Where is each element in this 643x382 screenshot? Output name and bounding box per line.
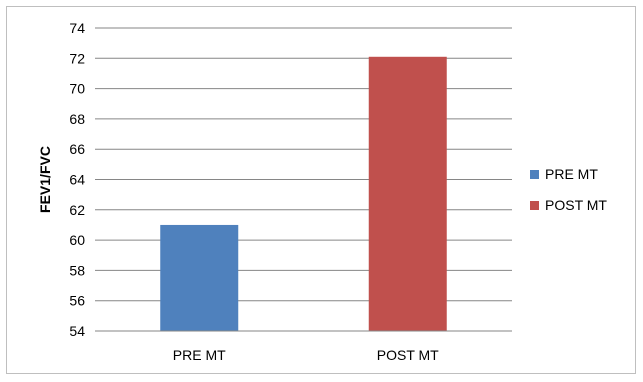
chart-frame [6,6,636,374]
y-tick-label: 64 [69,172,85,188]
y-tick-label: 72 [69,50,85,66]
y-tick-label: 68 [69,111,85,127]
y-tick-label: 74 [69,20,85,36]
gridlines [95,27,512,332]
y-tick-label: 56 [69,293,85,309]
y-tick-label: 54 [69,323,85,339]
y-tick-label: 70 [69,81,85,97]
y-tick-label: 62 [69,202,85,218]
legend-swatch [530,201,539,210]
y-axis-title: FEV1/FVC [37,146,53,213]
x-tick-label: POST MT [377,347,439,363]
bars [160,56,447,331]
y-axis-ticks: 54 56 58 60 62 64 66 68 70 72 74 [69,20,85,339]
y-tick-label: 58 [69,262,85,278]
y-tick-label: 60 [69,232,85,248]
bar-post-mt [368,56,447,331]
bar-pre-mt [160,224,239,331]
y-tick-label: 66 [69,141,85,157]
x-axis-ticks: PRE MT POST MT [173,347,439,363]
legend: PRE MT POST MT [530,166,607,213]
legend-label: POST MT [545,197,607,213]
legend-label: PRE MT [545,166,598,182]
x-tick-label: PRE MT [173,347,226,363]
legend-swatch [530,170,539,179]
